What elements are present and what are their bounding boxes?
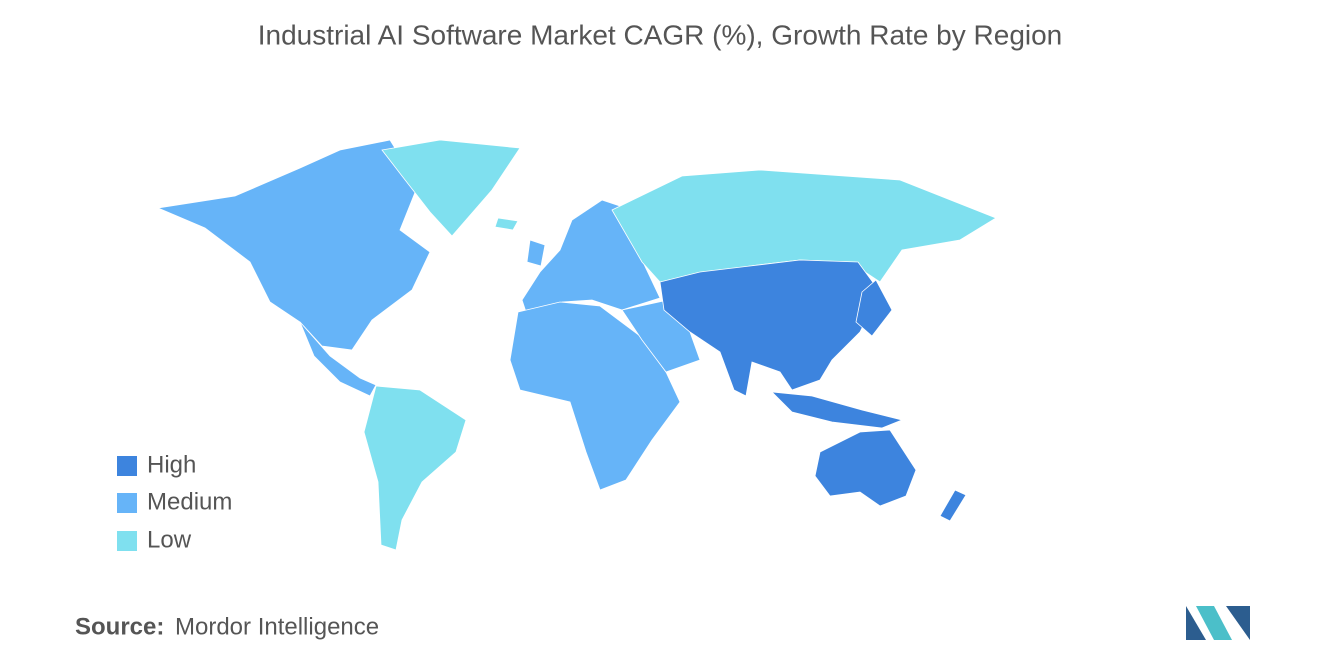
- legend-label: Low: [147, 526, 192, 553]
- legend-label: Medium: [147, 488, 232, 515]
- iceland: [494, 217, 519, 231]
- source-label: Source:: [75, 613, 164, 640]
- legend-swatch: [117, 456, 137, 476]
- legend-label: High: [147, 451, 196, 478]
- source-text: Mordor Intelligence: [175, 613, 379, 640]
- legend: High Medium Low: [117, 451, 232, 553]
- central-america: [299, 321, 377, 397]
- logo-shape: [1226, 606, 1250, 640]
- world-map: [156, 139, 997, 551]
- asia: [659, 259, 881, 397]
- logo-shape: [1196, 606, 1232, 640]
- legend-swatch: [117, 531, 137, 551]
- logo: [1186, 606, 1250, 640]
- legend-swatch: [117, 493, 137, 513]
- greenland: [381, 139, 521, 237]
- north-america: [156, 139, 431, 351]
- map-title: Industrial AI Software Market CAGR (%), …: [258, 19, 1063, 50]
- logo-shape: [1186, 606, 1206, 640]
- japan: [855, 279, 893, 337]
- united-kingdom: [526, 239, 546, 267]
- new-zealand: [939, 489, 967, 522]
- australia: [814, 429, 917, 507]
- southeast-asia: [770, 391, 904, 429]
- africa: [509, 301, 681, 491]
- south-america: [363, 385, 467, 551]
